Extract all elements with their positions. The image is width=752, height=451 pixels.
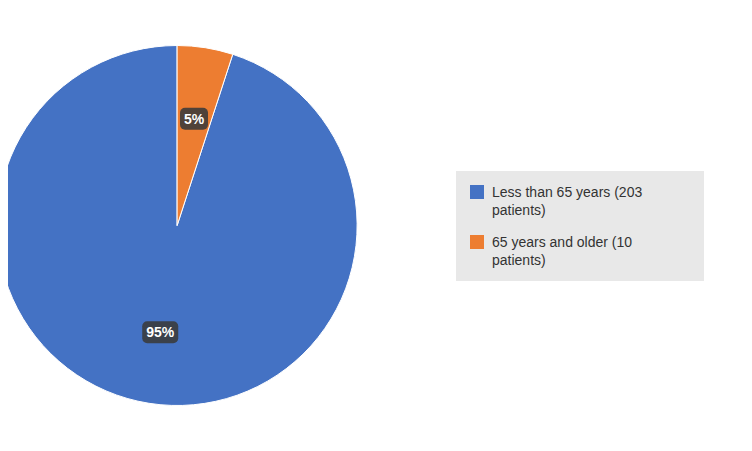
html-text:65 years and older (10 patient: 65 years and older (10 patients) <box>492 233 633 268</box>
svg-text:5%: 5% <box>184 111 205 127</box>
html-text:Less than 65 years (203 patien: Less than 65 years (203 patients) <box>492 183 643 218</box>
svg-text:95%: 95% <box>146 324 175 340</box>
